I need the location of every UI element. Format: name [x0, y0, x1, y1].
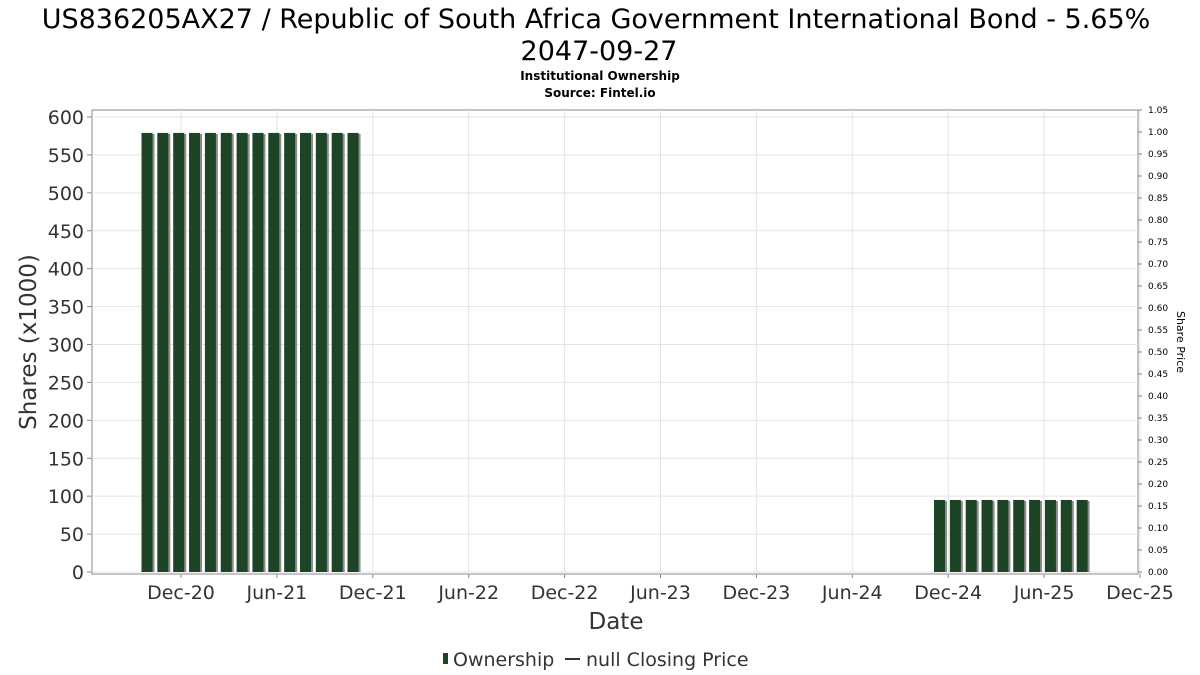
y-tick-label: 550 — [48, 145, 84, 167]
y2-tick-label: 0.70 — [1148, 260, 1168, 270]
y-tick-label: 200 — [48, 410, 84, 432]
x-axis: Dec-20 Jun-21 Dec-21 Jun-22 Dec-22 Jun-23 Dec-… — [147, 574, 1174, 604]
ownership-bars — [141, 132, 1090, 573]
legend: Ownership null Closing Price — [443, 649, 749, 671]
ownership-bar — [220, 132, 232, 573]
y-tick-label: 500 — [48, 183, 84, 205]
ownership-bar — [268, 132, 280, 573]
ownership-bar — [141, 132, 153, 573]
x-tick-label: Dec-23 — [722, 582, 790, 604]
x-tick-label: Dec-22 — [531, 582, 599, 604]
chart-title-line-2: 2047-09-27 — [521, 36, 678, 67]
y2-tick-label: 1.00 — [1148, 128, 1168, 138]
ownership-bar — [965, 499, 977, 572]
y2-tick-label: 0.15 — [1148, 502, 1168, 512]
chart-subtitle-line-1: Institutional Ownership — [520, 69, 680, 83]
y2-tick-label: 0.80 — [1148, 216, 1168, 226]
x-tick-label: Dec-25 — [1106, 582, 1174, 604]
y2-axis-title: Share Price — [1174, 311, 1187, 373]
chart-title-line-1: US836205AX27 / Republic of South Africa … — [42, 4, 1151, 35]
y-tick-label: 0 — [72, 562, 84, 584]
x-tick-label: Jun-21 — [246, 582, 308, 604]
x-tick-label: Jun-24 — [821, 582, 883, 604]
y2-tick-label: 0.20 — [1148, 480, 1168, 490]
ownership-bar — [189, 132, 201, 573]
y2-tick-label: 0.35 — [1148, 414, 1168, 424]
x-tick-label: Jun-23 — [629, 582, 691, 604]
ownership-bar — [236, 132, 248, 573]
y2-tick-label: 0.90 — [1148, 172, 1168, 182]
ownership-bar — [1060, 499, 1072, 572]
y2-tick-label: 0.05 — [1148, 546, 1168, 556]
y-tick-label: 150 — [48, 448, 84, 470]
ownership-bar — [1044, 499, 1056, 572]
legend-ownership-swatch — [443, 653, 448, 664]
y2-tick-label: 0.75 — [1148, 238, 1168, 248]
y2-tick-label: 0.45 — [1148, 370, 1168, 380]
ownership-bar — [300, 132, 311, 573]
y2-tick-label: 0.95 — [1148, 150, 1168, 160]
y2-tick-label: 0.10 — [1148, 524, 1168, 534]
left-y-axis: 0 50 100 150 200 250 300 350 400 450 500 550 600 — [48, 107, 92, 584]
right-y-axis: 0.00 0.05 0.10 0.15 0.20 0.25 0.30 0.35 0.40 0.45… — [1138, 106, 1168, 578]
ownership-bar — [934, 499, 945, 572]
y2-tick-label: 0.50 — [1148, 348, 1168, 358]
ownership-bar — [347, 132, 359, 573]
ownership-bar — [204, 132, 216, 573]
x-tick-label: Jun-22 — [437, 582, 499, 604]
chart-subtitle-line-2: Source: Fintel.io — [544, 86, 655, 100]
ownership-bar — [331, 132, 343, 573]
y-tick-label: 450 — [48, 221, 84, 243]
x-axis-title: Date — [589, 609, 644, 635]
y2-tick-label: 1.05 — [1148, 106, 1168, 116]
y-tick-label: 400 — [48, 259, 84, 281]
y2-tick-label: 0.00 — [1148, 568, 1168, 578]
y2-tick-label: 0.60 — [1148, 304, 1168, 314]
y2-tick-label: 0.55 — [1148, 326, 1168, 336]
ownership-bar — [1013, 499, 1025, 572]
legend-ownership-label: Ownership — [453, 649, 554, 671]
y2-tick-label: 0.40 — [1148, 392, 1168, 402]
x-tick-label: Dec-20 — [147, 582, 215, 604]
ownership-bar — [315, 132, 327, 573]
ownership-bar — [997, 499, 1009, 572]
ownership-bar — [173, 132, 185, 573]
x-tick-label: Dec-24 — [914, 582, 982, 604]
y2-tick-label: 0.30 — [1148, 436, 1168, 446]
y-tick-label: 600 — [48, 107, 84, 129]
y-axis-title: Shares (x1000) — [16, 254, 42, 430]
y-tick-label: 50 — [60, 524, 84, 546]
y-tick-label: 300 — [48, 335, 84, 357]
y-tick-label: 250 — [48, 372, 84, 394]
ownership-bar — [1029, 499, 1041, 572]
legend-closing-price-label: null Closing Price — [586, 649, 749, 671]
y-tick-label: 350 — [48, 297, 84, 319]
ownership-bar — [949, 499, 961, 572]
ownership-bar — [1076, 499, 1088, 572]
y-tick-label: 100 — [48, 486, 84, 508]
x-tick-label: Jun-25 — [1013, 582, 1075, 604]
y2-tick-label: 0.65 — [1148, 282, 1168, 292]
ownership-bar — [252, 132, 264, 573]
ownership-bar — [981, 499, 993, 572]
y2-tick-label: 0.25 — [1148, 458, 1168, 468]
x-tick-label: Dec-21 — [339, 582, 407, 604]
y2-tick-label: 0.85 — [1148, 194, 1168, 204]
ownership-bar — [284, 132, 296, 573]
ownership-bar — [157, 132, 169, 573]
